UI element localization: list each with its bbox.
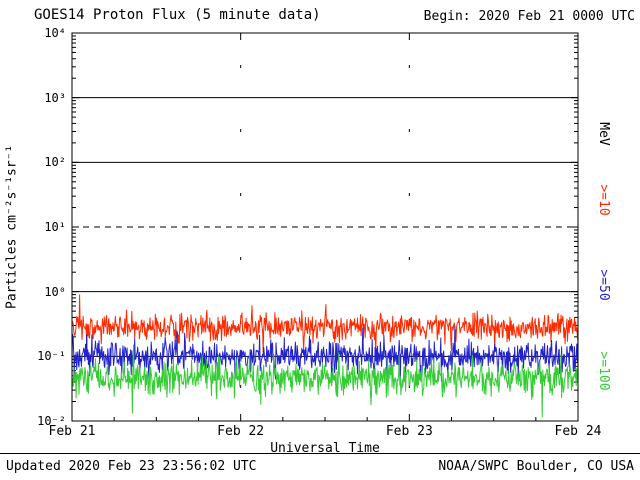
x-tick-label: Feb 22	[217, 424, 265, 439]
data-source-credit: NOAA/SWPC Boulder, CO USA	[438, 459, 634, 474]
flux-trace--100-mev	[71, 344, 579, 418]
right-axis-label-100: >=100	[596, 350, 611, 391]
right-axis-label-mev: MeV	[596, 122, 611, 146]
x-tick-label: Feb 21	[48, 424, 96, 439]
x-tick-label: Feb 24	[554, 424, 602, 439]
x-axis-title: Universal Time	[270, 441, 380, 456]
right-axis-label-10: >=10	[596, 184, 611, 216]
y-tick-label: 10⁻¹	[37, 349, 66, 364]
updated-timestamp: Updated 2020 Feb 23 23:56:02 UTC	[6, 459, 257, 474]
flux-trace--10-mev	[71, 294, 579, 356]
y-tick-label: 10⁻²	[37, 414, 66, 428]
y-tick-label: 10⁴	[44, 26, 66, 40]
y-tick-label: 10⁰	[44, 284, 66, 299]
right-axis-label-50: >=50	[596, 269, 611, 301]
y-tick-label: 10²	[44, 155, 66, 170]
y-tick-label: 10³	[44, 90, 66, 105]
x-tick-label: Feb 23	[385, 424, 433, 439]
begin-timestamp: Begin: 2020 Feb 21 0000 UTC	[423, 9, 635, 24]
y-tick-label: 10¹	[44, 220, 66, 234]
flux-trace--50-mev	[71, 325, 579, 383]
footer-divider	[0, 453, 640, 454]
chart-title: GOES14 Proton Flux (5 minute data)	[34, 7, 321, 23]
